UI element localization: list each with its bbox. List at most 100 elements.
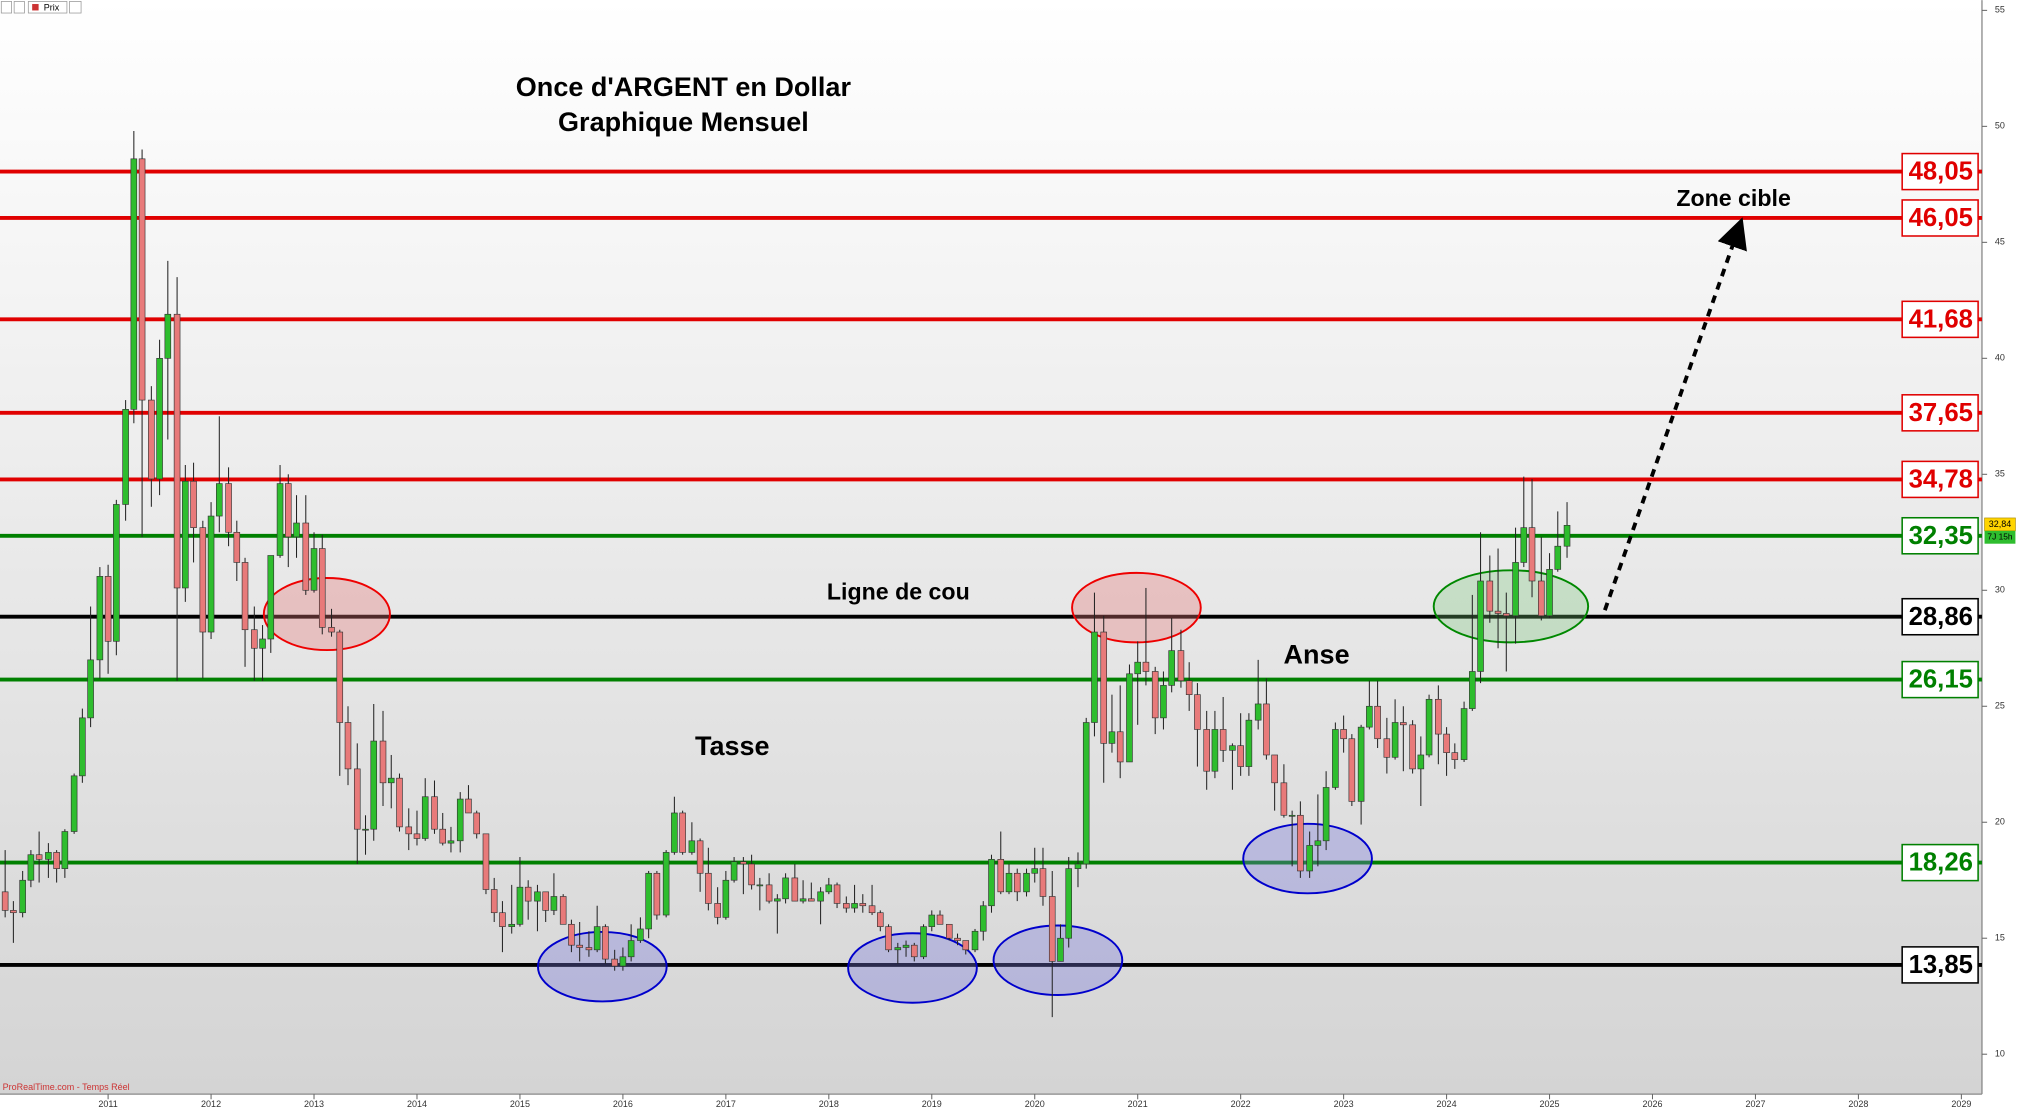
candle-body xyxy=(156,357,163,480)
x-tick-label: 2024 xyxy=(1437,1099,1457,1109)
candle-body xyxy=(276,483,284,556)
toolbar-button[interactable] xyxy=(13,1,25,14)
candle-body xyxy=(1091,631,1098,723)
level-label-box xyxy=(1901,152,1979,191)
candle-body xyxy=(1348,738,1356,802)
candle-body xyxy=(499,912,506,927)
candle-body xyxy=(1443,733,1450,753)
candle-body xyxy=(318,548,326,628)
candle-body xyxy=(70,775,78,832)
chart-title: Once d'ARGENT en Dollar xyxy=(516,72,852,102)
candle-body xyxy=(602,926,609,960)
candle-body xyxy=(1023,872,1030,893)
level-label: 28,86 xyxy=(1909,603,1973,631)
x-tick-label: 2015 xyxy=(510,1099,530,1109)
x-tick-label: 2019 xyxy=(922,1099,942,1109)
candle-body xyxy=(627,940,635,958)
candle-body xyxy=(482,833,490,890)
ellipse-shoulder xyxy=(262,577,391,652)
candle-body xyxy=(1322,787,1330,842)
toolbar-button[interactable] xyxy=(27,1,68,14)
candle-body xyxy=(936,914,944,925)
footer-source: ProRealTime.com - Temps Réel xyxy=(3,1082,130,1092)
candle-body xyxy=(593,926,601,951)
candle-body xyxy=(585,947,593,951)
candle-body xyxy=(1366,705,1373,728)
candle-body xyxy=(637,928,644,941)
candle-body xyxy=(344,722,352,770)
candle-body xyxy=(421,796,429,839)
x-tick-label: 2020 xyxy=(1025,1099,1045,1109)
annotation: Anse xyxy=(1284,640,1350,670)
candle-body xyxy=(1151,671,1159,719)
candle-body xyxy=(1503,613,1510,617)
x-tick-label: 2023 xyxy=(1334,1099,1354,1109)
candle-body xyxy=(782,877,789,900)
candle-body xyxy=(207,515,215,633)
toolbar-button[interactable] xyxy=(69,1,82,14)
candle-body xyxy=(774,898,781,902)
candle-body xyxy=(1494,610,1502,614)
candle-body xyxy=(1451,752,1459,760)
candle-body xyxy=(362,828,369,831)
y-tick-label: 10 xyxy=(1995,1049,2005,1059)
level-label: 13,85 xyxy=(1909,951,1973,979)
countdown-box xyxy=(1984,530,2016,544)
candle-body xyxy=(825,884,833,893)
candle-body xyxy=(619,956,627,967)
candle-body xyxy=(1057,937,1064,962)
annotation: Ligne de cou xyxy=(827,579,970,605)
x-tick-label: 2025 xyxy=(1540,1099,1560,1109)
candle-body xyxy=(550,896,558,911)
level-label: 18,26 xyxy=(1909,849,1973,877)
candle-body xyxy=(1383,738,1391,758)
candle-body xyxy=(413,833,421,839)
candle-body xyxy=(534,891,541,902)
candle-body xyxy=(1486,580,1494,612)
candle-body xyxy=(910,944,918,958)
candle-body xyxy=(61,831,69,869)
level-label: 34,78 xyxy=(1909,465,1973,493)
candle-body xyxy=(233,531,241,563)
x-tick-label: 2012 xyxy=(201,1099,221,1109)
toolbar-button[interactable] xyxy=(0,1,12,14)
candle-body xyxy=(843,903,850,909)
candle-body xyxy=(962,940,970,951)
candle-body xyxy=(79,717,86,777)
x-tick-label: 2027 xyxy=(1745,1099,1765,1109)
candle-body xyxy=(387,777,395,784)
candle-body xyxy=(1211,729,1219,772)
candle-body xyxy=(216,483,223,517)
candle-body xyxy=(979,905,987,932)
x-tick-label: 2028 xyxy=(1848,1099,1868,1109)
candle-body xyxy=(1177,650,1185,682)
chart-subtitle: Graphique Mensuel xyxy=(558,107,809,137)
x-tick-label: 2022 xyxy=(1231,1099,1251,1109)
candle-body xyxy=(833,884,841,904)
x-tick-label: 2021 xyxy=(1128,1099,1148,1109)
candle-body xyxy=(645,872,652,930)
price-axis-panel xyxy=(1981,0,2018,1111)
candle-body xyxy=(251,629,258,649)
candle-body xyxy=(1048,896,1056,962)
candle-body xyxy=(928,914,936,927)
toolbar-icon xyxy=(32,4,39,11)
candle-body xyxy=(1013,872,1021,893)
level-label-box xyxy=(1901,460,1979,499)
candle-body xyxy=(27,854,35,881)
level-label: 37,65 xyxy=(1909,399,1973,427)
y-tick-label: 25 xyxy=(1995,701,2005,711)
candle-body xyxy=(748,863,755,886)
candle-body xyxy=(164,313,172,359)
level-label: 48,05 xyxy=(1909,158,1973,186)
candle-body xyxy=(877,912,884,927)
candle-body xyxy=(1134,661,1141,675)
candle-body xyxy=(1116,731,1124,763)
candle-body xyxy=(1435,698,1442,735)
time-axis-panel xyxy=(0,1094,1982,1111)
countdown-label: 7J 15h xyxy=(1987,531,2012,541)
annotation: Tasse xyxy=(695,731,770,761)
candle-body xyxy=(1,891,9,911)
candle-body xyxy=(1263,703,1270,756)
candle-body xyxy=(439,828,447,844)
